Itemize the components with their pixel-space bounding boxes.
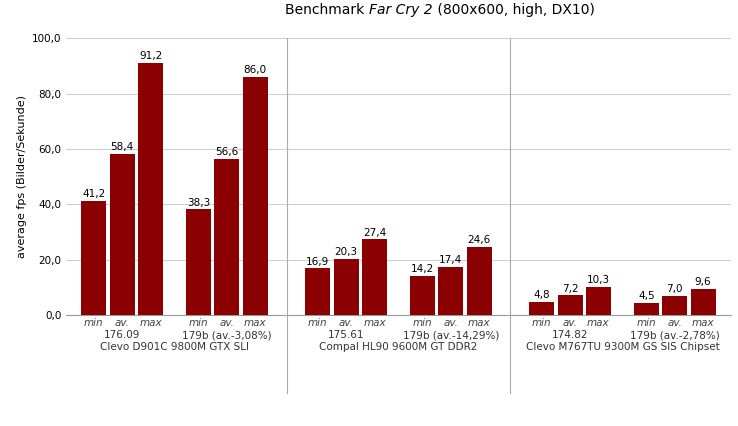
Bar bbox=[186, 209, 211, 315]
Text: Far Cry 2: Far Cry 2 bbox=[369, 3, 432, 17]
Text: 41,2: 41,2 bbox=[83, 190, 106, 199]
Text: 38,3: 38,3 bbox=[187, 198, 210, 207]
Text: 174.82: 174.82 bbox=[552, 331, 588, 340]
Text: Compal HL90 9600M GT DDR2: Compal HL90 9600M GT DDR2 bbox=[320, 342, 477, 351]
Text: (800x600, high, DX10): (800x600, high, DX10) bbox=[432, 3, 595, 17]
Text: Clevo D901C 9800M GTX SLI: Clevo D901C 9800M GTX SLI bbox=[100, 342, 249, 351]
Text: 20,3: 20,3 bbox=[334, 248, 358, 257]
Bar bbox=[529, 302, 554, 315]
Bar bbox=[662, 296, 687, 315]
Text: 91,2: 91,2 bbox=[139, 51, 162, 61]
Text: 16,9: 16,9 bbox=[306, 257, 329, 267]
Bar bbox=[466, 247, 492, 315]
Text: 56,6: 56,6 bbox=[215, 147, 238, 157]
Bar bbox=[306, 268, 331, 315]
Text: 7,0: 7,0 bbox=[666, 284, 683, 294]
Text: 176.09: 176.09 bbox=[104, 331, 140, 340]
Bar bbox=[558, 295, 582, 315]
Text: 24,6: 24,6 bbox=[468, 236, 491, 245]
Text: 179b (av.-2,78%): 179b (av.-2,78%) bbox=[630, 331, 720, 340]
Text: Benchmark: Benchmark bbox=[286, 3, 369, 17]
Bar bbox=[362, 239, 387, 315]
Bar bbox=[215, 158, 239, 315]
Text: 9,6: 9,6 bbox=[694, 277, 711, 287]
Y-axis label: average fps (Bilder/Sekunde): average fps (Bilder/Sekunde) bbox=[16, 95, 27, 258]
Bar bbox=[138, 63, 163, 315]
Text: 175.61: 175.61 bbox=[328, 331, 365, 340]
Bar bbox=[81, 201, 106, 315]
Bar bbox=[334, 259, 359, 315]
Bar bbox=[438, 267, 463, 315]
Bar bbox=[634, 303, 659, 315]
Bar bbox=[243, 77, 268, 315]
Text: 27,4: 27,4 bbox=[363, 228, 386, 238]
Text: 179b (av.-3,08%): 179b (av.-3,08%) bbox=[182, 331, 272, 340]
Text: 179b (av.-14,29%): 179b (av.-14,29%) bbox=[403, 331, 499, 340]
Bar bbox=[586, 287, 611, 315]
Text: 4,5: 4,5 bbox=[638, 291, 655, 301]
Bar bbox=[410, 276, 435, 315]
Text: 86,0: 86,0 bbox=[244, 66, 267, 75]
Text: 14,2: 14,2 bbox=[411, 264, 434, 274]
Bar bbox=[110, 153, 135, 315]
Text: 7,2: 7,2 bbox=[562, 284, 579, 294]
Text: 58,4: 58,4 bbox=[111, 142, 134, 152]
Text: 10,3: 10,3 bbox=[587, 275, 610, 285]
Text: 4,8: 4,8 bbox=[534, 290, 550, 300]
Text: Clevo M767TU 9300M GS SIS Chipset: Clevo M767TU 9300M GS SIS Chipset bbox=[525, 342, 720, 351]
Bar bbox=[691, 289, 716, 315]
Text: 17,4: 17,4 bbox=[439, 256, 463, 265]
